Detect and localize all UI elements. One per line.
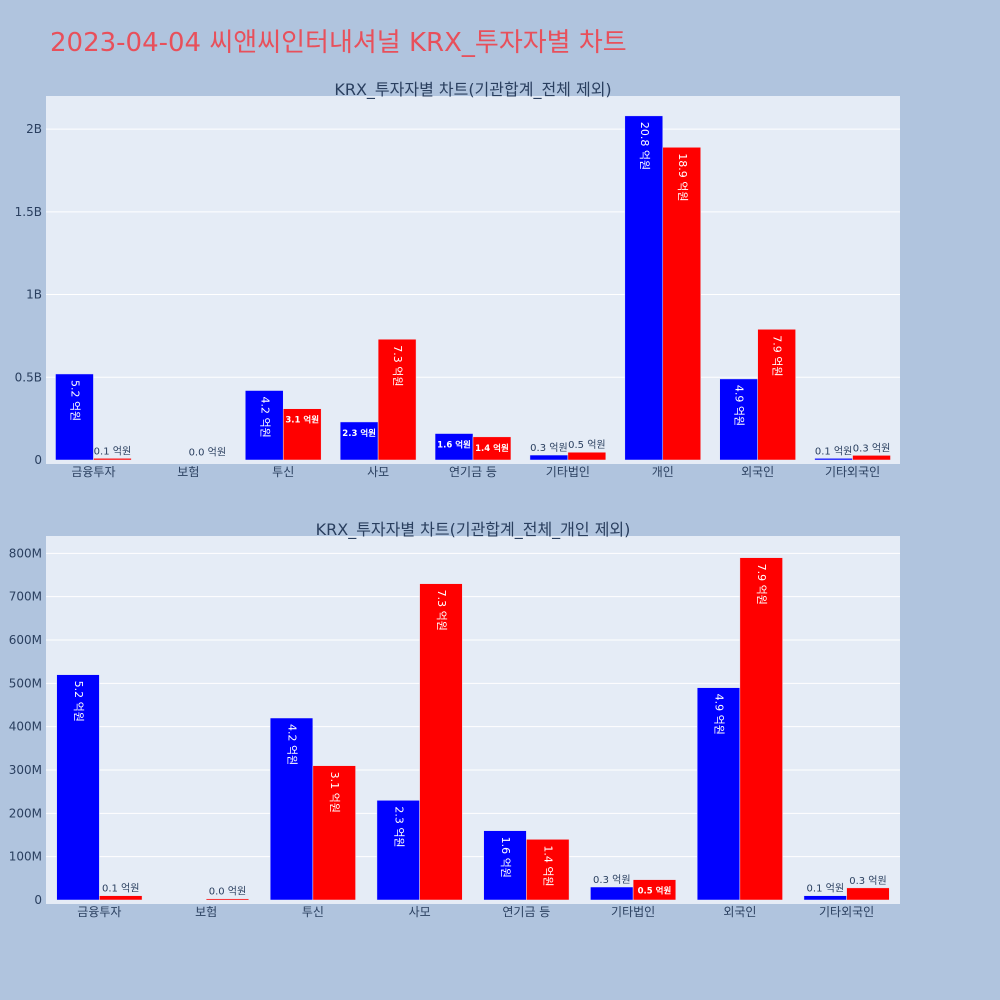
bar: [632, 879, 677, 901]
data-label: 0.1 억원: [807, 883, 844, 895]
data-label: 3.1 억원: [328, 772, 341, 813]
x-tick-label: 외국인: [723, 905, 756, 919]
data-label: 18.9 억원: [676, 153, 689, 201]
chart-title: KRX_투자자별 차트(기관합계_전체_개인 제외): [316, 520, 631, 540]
x-tick-label: 연기금 등: [502, 905, 550, 919]
bar: [814, 458, 853, 461]
bar: [434, 433, 474, 461]
data-label: 0.0 억원: [189, 447, 226, 459]
bar: [312, 765, 356, 901]
chart-title: KRX_투자자별 차트(기관합계_전체 제외): [334, 80, 611, 100]
x-tick-label: 투신: [272, 465, 294, 479]
y-tick-label: 800M: [9, 546, 42, 560]
bar: [55, 373, 94, 461]
data-label: 0.5 억원: [638, 886, 672, 897]
x-tick-label: 기타법인: [546, 465, 590, 479]
x-tick-label: 투신: [302, 905, 324, 919]
data-label: 1.4 억원: [542, 845, 555, 886]
bar: [376, 800, 420, 901]
data-label: 0.1 억원: [94, 445, 131, 457]
data-label: 0.3 억원: [853, 442, 890, 454]
data-label: 5.2 억원: [72, 681, 85, 722]
data-label: 7.9 억원: [771, 335, 784, 376]
bar: [245, 390, 284, 461]
data-label: 1.6 억원: [499, 837, 512, 878]
x-tick-label: 개인: [652, 465, 674, 479]
y-tick-label: 400M: [9, 720, 42, 734]
x-tick-label: 기타법인: [611, 905, 655, 919]
bar: [56, 674, 100, 901]
data-label: 7.3 억원: [435, 590, 448, 631]
data-label: 2.3 억원: [342, 428, 376, 439]
y-tick-label: 0: [34, 453, 42, 467]
data-label: 1.6 억원: [437, 440, 471, 451]
x-tick-label: 외국인: [741, 465, 774, 479]
bar: [662, 147, 701, 461]
data-label: 2.3 억원: [392, 806, 405, 847]
bar: [803, 895, 847, 901]
data-label: 5.2 억원: [68, 380, 81, 421]
y-tick-label: 500M: [9, 676, 42, 690]
chart-top: KRX_투자자별 차트(기관합계_전체 제외) 0 0.5B 1B 1.5B 2B 금융투자…: [15, 80, 900, 479]
data-label: 1.4 억원: [475, 443, 509, 454]
bar: [696, 687, 741, 901]
y-tick-label: 2B: [26, 122, 42, 136]
x-tick-label: 보험: [195, 905, 217, 919]
x-tick-label: 금융투자: [77, 905, 121, 919]
data-label: 7.3 억원: [391, 345, 404, 386]
y-tick-label: 0: [34, 893, 42, 907]
data-label: 4.9 억원: [733, 385, 746, 426]
x-tick-label: 사모: [367, 465, 389, 479]
data-label: 4.2 억원: [258, 397, 271, 438]
data-label: 0.1 억원: [102, 883, 139, 895]
data-label: 0.1 억원: [815, 445, 852, 457]
y-tick-label: 1B: [26, 288, 42, 302]
data-label: 4.2 억원: [286, 724, 299, 765]
bar: [483, 830, 527, 901]
data-label: 7.9 억원: [755, 564, 768, 605]
x-tick-label: 보험: [177, 465, 199, 479]
chart-bottom: KRX_투자자별 차트(기관합계_전체_개인 제외) 0 100M 200M 300M 4…: [9, 520, 900, 919]
x-tick-label: 연기금 등: [449, 465, 497, 479]
bar: [757, 329, 796, 461]
data-label: 0.0 억원: [209, 886, 246, 898]
bar: [567, 451, 607, 461]
bar: [99, 895, 143, 901]
y-tick-label: 700M: [9, 590, 42, 604]
y-tick-label: 600M: [9, 633, 42, 647]
x-tick-label: 기타외국인: [825, 465, 880, 479]
bar: [739, 557, 783, 901]
data-label: 0.5 억원: [568, 439, 605, 451]
bar: [624, 115, 664, 461]
y-tick-label: 0.5B: [15, 370, 42, 384]
y-tick-label: 100M: [9, 850, 42, 864]
y-tick-label: 1.5B: [15, 205, 42, 219]
x-tick-label: 기타외국인: [819, 905, 874, 919]
bar: [93, 458, 132, 461]
x-tick-label: 사모: [409, 905, 431, 919]
data-label: 0.3 억원: [849, 875, 886, 887]
bar: [282, 408, 322, 461]
data-label: 0.3 억원: [530, 442, 567, 454]
bar: [472, 436, 512, 461]
bar: [529, 454, 569, 461]
page-title: 2023-04-04 씨앤씨인터내셔널 KRX_투자자별 차트: [50, 28, 627, 58]
y-tick-label: 300M: [9, 763, 42, 777]
bar: [339, 421, 379, 461]
bar: [377, 338, 417, 461]
data-label: 4.9 억원: [713, 694, 726, 735]
bar: [269, 717, 314, 901]
bar: [590, 886, 634, 901]
data-label: 0.3 억원: [593, 874, 630, 886]
bar: [846, 887, 890, 901]
x-tick-label: 금융투자: [71, 465, 115, 479]
data-label: 20.8 억원: [638, 122, 651, 170]
data-label: 3.1 억원: [285, 415, 319, 426]
bar: [205, 898, 250, 901]
bar: [852, 455, 891, 461]
bar: [419, 583, 463, 901]
y-tick-label: 200M: [9, 806, 42, 820]
bar: [526, 839, 570, 901]
